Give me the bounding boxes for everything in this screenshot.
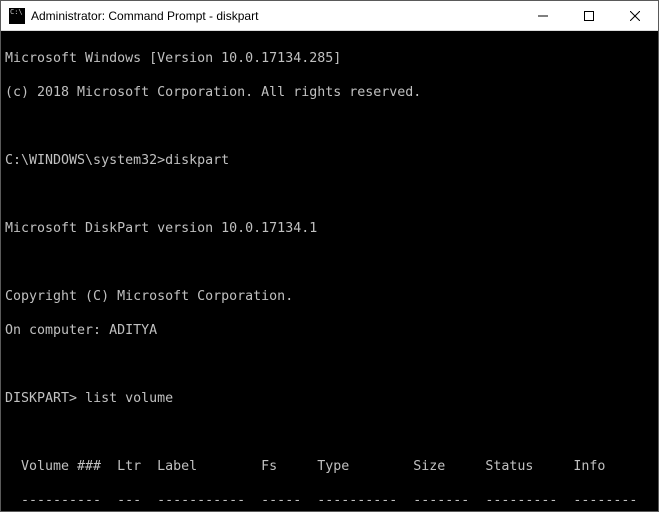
maximize-button[interactable] xyxy=(566,1,612,30)
blank-line xyxy=(5,356,654,373)
blank-line xyxy=(5,254,654,271)
blank-line xyxy=(5,118,654,135)
banner-line: (c) 2018 Microsoft Corporation. All righ… xyxy=(5,84,654,101)
diskpart-copyright: Copyright (C) Microsoft Corporation. xyxy=(5,288,654,305)
volume-table-header: Volume ### Ltr Label Fs Type Size Status… xyxy=(5,458,654,475)
blank-line xyxy=(5,186,654,203)
prompt-line: C:\WINDOWS\system32>diskpart xyxy=(5,152,654,169)
prompt-path: C:\WINDOWS\system32> xyxy=(5,153,165,168)
volume-table-divider: ---------- --- ----------- ----- -------… xyxy=(5,492,654,509)
diskpart-version: Microsoft DiskPart version 10.0.17134.1 xyxy=(5,220,654,237)
prompt-command: diskpart xyxy=(165,153,229,168)
diskpart-command: list volume xyxy=(85,391,173,406)
command-prompt-window: Administrator: Command Prompt - diskpart… xyxy=(0,0,659,512)
diskpart-prompt-line: DISKPART> list volume xyxy=(5,390,654,407)
banner-line: Microsoft Windows [Version 10.0.17134.28… xyxy=(5,50,654,67)
blank-line xyxy=(5,424,654,441)
diskpart-computer: On computer: ADITYA xyxy=(5,322,654,339)
minimize-button[interactable] xyxy=(520,1,566,30)
cmd-icon xyxy=(9,8,25,24)
window-controls xyxy=(520,1,658,30)
close-button[interactable] xyxy=(612,1,658,30)
titlebar[interactable]: Administrator: Command Prompt - diskpart xyxy=(1,1,658,31)
window-title: Administrator: Command Prompt - diskpart xyxy=(31,9,520,23)
terminal-output[interactable]: Microsoft Windows [Version 10.0.17134.28… xyxy=(1,31,658,511)
diskpart-prompt: DISKPART> xyxy=(5,391,77,406)
